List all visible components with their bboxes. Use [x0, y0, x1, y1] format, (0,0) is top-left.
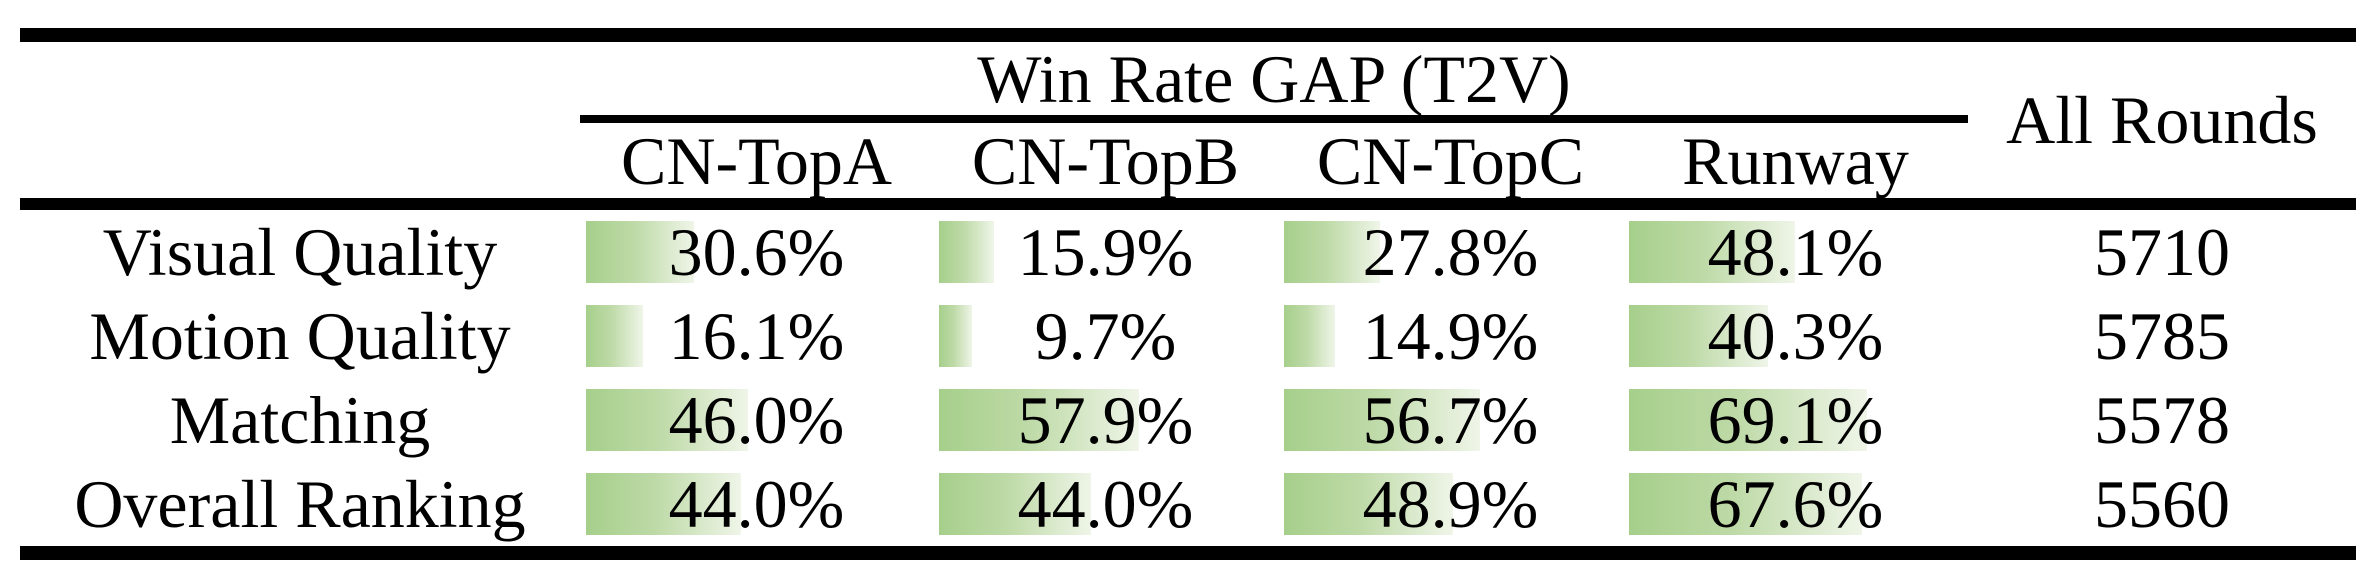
cell-motion-quality-cn-topc: 14.9%	[1278, 294, 1623, 378]
all-rounds-value-overall-ranking: 5560	[2094, 466, 2230, 542]
all-rounds-value-visual-quality: 5710	[2094, 214, 2230, 290]
cell-overall-ranking-cn-topc: 48.9%	[1278, 462, 1623, 546]
cell-motion-quality-runway: 40.3%	[1623, 294, 1968, 378]
column-header-cn-topc: CN-TopC	[1316, 122, 1585, 199]
all-rounds-value-motion-quality: 5785	[2094, 298, 2230, 374]
win-rate-value: 48.1%	[1707, 214, 1884, 290]
win-rate-value: 16.1%	[668, 298, 845, 374]
win-rate-value: 57.9%	[1017, 382, 1194, 458]
cell-matching-cn-topc: 56.7%	[1278, 378, 1623, 462]
win-rate-bar	[939, 389, 1139, 451]
win-rate-bar	[1284, 389, 1480, 451]
win-rate-bar	[586, 389, 749, 451]
win-rate-bar	[1284, 305, 1336, 367]
cell-overall-ranking-cn-topb: 44.0%	[933, 462, 1278, 546]
row-label-motion-quality: Motion Quality	[89, 298, 511, 374]
cell-visual-quality-cn-topc: 27.8%	[1278, 210, 1623, 294]
win-rate-bar	[1629, 389, 1868, 451]
win-rate-value: 9.7%	[1034, 298, 1177, 374]
table-bottom-rule	[20, 546, 2356, 560]
cell-visual-quality-cn-topb: 15.9%	[933, 210, 1278, 294]
win-rate-value: 30.6%	[668, 214, 845, 290]
win-rate-bar	[939, 221, 994, 283]
column-header-cn-topa: CN-TopA	[620, 122, 892, 199]
row-label-matching: Matching	[169, 382, 431, 458]
win-rate-bar	[1284, 473, 1453, 535]
cell-matching-cn-topa: 46.0%	[580, 378, 933, 462]
win-rate-value: 67.6%	[1707, 466, 1884, 542]
win-rate-bar	[1629, 221, 1795, 283]
win-rate-value: 44.0%	[1017, 466, 1194, 542]
cell-matching-runway: 69.1%	[1623, 378, 1968, 462]
cell-visual-quality-cn-topa: 30.6%	[580, 210, 933, 294]
table-top-rule	[20, 28, 2356, 42]
cell-motion-quality-cn-topa: 16.1%	[580, 294, 933, 378]
win-rate-results-table: Win Rate GAP (T2V) CN-TopA CN-TopB CN-To…	[20, 28, 2356, 560]
column-header-runway: Runway	[1682, 122, 1909, 199]
win-rate-value: 15.9%	[1017, 214, 1194, 290]
win-rate-bar	[586, 473, 742, 535]
win-rate-value: 48.9%	[1362, 466, 1539, 542]
cell-overall-ranking-cn-topa: 44.0%	[580, 462, 933, 546]
win-rate-value: 14.9%	[1362, 298, 1539, 374]
cell-matching-cn-topb: 57.9%	[933, 378, 1278, 462]
cell-overall-ranking-runway: 67.6%	[1623, 462, 1968, 546]
win-rate-bar	[1629, 473, 1863, 535]
win-rate-value: 69.1%	[1707, 382, 1884, 458]
header-group-rule	[580, 115, 1968, 123]
column-group-title: Win Rate GAP (T2V)	[977, 40, 1571, 117]
win-rate-bar	[1284, 221, 1380, 283]
win-rate-value: 44.0%	[668, 466, 845, 542]
win-rate-value: 27.8%	[1362, 214, 1539, 290]
table-header: Win Rate GAP (T2V) CN-TopA CN-TopB CN-To…	[20, 42, 2356, 198]
win-rate-value: 40.3%	[1707, 298, 1884, 374]
win-rate-bar	[1629, 305, 1769, 367]
column-header-cn-topb: CN-TopB	[971, 122, 1240, 199]
row-label-visual-quality: Visual Quality	[102, 214, 498, 290]
win-rate-value: 46.0%	[668, 382, 845, 458]
table-body: Visual Quality 30.6% 15.9% 27.8% 48.1% 5…	[20, 210, 2356, 546]
win-rate-value: 56.7%	[1362, 382, 1539, 458]
all-rounds-value-matching: 5578	[2094, 382, 2230, 458]
win-rate-bar	[939, 305, 973, 367]
win-rate-bar	[939, 473, 1091, 535]
cell-visual-quality-runway: 48.1%	[1623, 210, 1968, 294]
cell-motion-quality-cn-topb: 9.7%	[933, 294, 1278, 378]
column-header-all-rounds: All Rounds	[2006, 82, 2318, 158]
row-label-overall-ranking: Overall Ranking	[74, 466, 526, 542]
win-rate-bar	[586, 305, 643, 367]
header-bottom-rule	[20, 198, 2356, 210]
win-rate-bar	[586, 221, 695, 283]
